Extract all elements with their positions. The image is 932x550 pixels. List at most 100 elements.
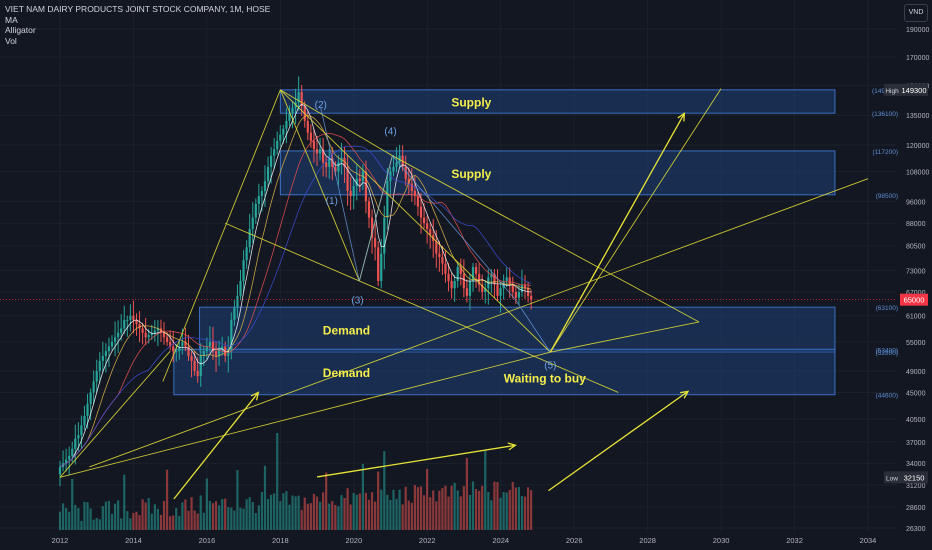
volume-bar (300, 509, 303, 530)
candle-body (86, 403, 89, 416)
volume-bar (83, 501, 86, 530)
marker-value: 149300 (901, 86, 926, 95)
candle-body (172, 346, 175, 352)
volume-bar (413, 485, 416, 530)
candle-body (153, 330, 156, 333)
candle-body (426, 223, 429, 230)
indicator-vol[interactable]: Vol (5, 35, 17, 46)
candle-body (318, 149, 322, 154)
volume-bar (484, 450, 487, 530)
volume-bar (517, 486, 521, 530)
volume-bar (175, 508, 178, 530)
volume-bar (447, 496, 450, 530)
x-tick-label: 2018 (272, 536, 289, 545)
candle-body (312, 140, 316, 150)
candle-body (269, 155, 273, 167)
volume-bar (276, 433, 279, 530)
candle-body (135, 319, 138, 325)
volume-bar (126, 511, 129, 530)
volume-bar (165, 469, 169, 530)
volume-bar (499, 497, 502, 530)
candle-body (227, 351, 230, 356)
trend-line (550, 321, 700, 353)
candle-body (141, 328, 144, 333)
x-tick-label: 2024 (492, 536, 509, 545)
volume-bar (113, 503, 117, 530)
x-tick-label: 2022 (419, 536, 436, 545)
candle-body (126, 319, 129, 321)
trend-lines (59, 88, 869, 500)
candle-body (214, 351, 218, 356)
candle-body (74, 438, 77, 449)
volume-bar (505, 492, 508, 530)
volume-bar (95, 517, 98, 530)
candle-body (242, 260, 245, 281)
y-tick-label: 55000 (906, 340, 926, 347)
volume-bar (190, 497, 193, 530)
candle-body (499, 288, 502, 296)
trend-line (59, 351, 551, 478)
volume-bar (478, 490, 481, 530)
volume-bar (230, 507, 233, 530)
candle-body (288, 113, 291, 121)
volume-bar (132, 512, 135, 530)
zone-demand (173, 348, 836, 396)
candle-body (493, 273, 496, 285)
volume-bar (199, 495, 202, 530)
candle-body (349, 190, 352, 197)
volume-bar (303, 497, 306, 530)
x-tick-label: 2026 (566, 536, 583, 545)
x-tick-label: 2030 (713, 536, 730, 545)
trend-line (279, 89, 360, 282)
candle-body (343, 157, 346, 167)
y-tick-label: 28600 (906, 505, 926, 512)
volume-bar (340, 495, 343, 530)
elliott-wave-path (320, 107, 551, 353)
candle-body (511, 284, 514, 293)
candle-body (514, 292, 517, 298)
volume-bar (312, 493, 316, 530)
volume-bar (523, 496, 527, 530)
x-tick-label: 2016 (199, 536, 216, 545)
volume-bar (346, 488, 349, 530)
candle-body (490, 273, 493, 278)
candle-body (438, 253, 441, 257)
volume-bar (367, 499, 371, 530)
candle-body (435, 241, 438, 254)
volume-bar (227, 507, 230, 530)
volume-bar (487, 491, 490, 530)
indicator-alligator[interactable]: Alligator (5, 25, 36, 35)
volume-bar (306, 503, 309, 530)
candle-body (162, 332, 166, 338)
volume-bar (263, 465, 267, 530)
candle-body (383, 217, 386, 254)
candle-body (364, 171, 368, 202)
volume-bar (120, 518, 123, 530)
arrow-head (680, 390, 690, 399)
indicator-ma[interactable]: MA (5, 14, 18, 25)
symbol-title[interactable]: VIET NAM DAIRY PRODUCTS JOINT STOCK COMP… (5, 4, 271, 14)
volume-bar (395, 498, 398, 530)
currency-button[interactable]: VND (904, 4, 928, 22)
candle-body (471, 266, 475, 281)
wave-label: (5) (544, 360, 556, 371)
zone-demand (199, 306, 836, 353)
volume-bar (245, 499, 248, 530)
volume-bar (193, 510, 196, 530)
candle-body (239, 280, 242, 296)
volume-bar (471, 481, 475, 530)
volume-bar (325, 472, 328, 530)
volume-bar (438, 490, 441, 530)
wave-label: (1) (326, 196, 338, 207)
candle-body (138, 324, 141, 329)
candle-body (101, 355, 104, 361)
candle-body (300, 92, 303, 107)
y-tick-label: 26300 (906, 526, 926, 533)
volume-bar (459, 496, 462, 530)
volume-bar (58, 511, 62, 530)
volume-bar (65, 507, 68, 530)
chart-legend: VIET NAM DAIRY PRODUCTS JOINT STOCK COMP… (5, 4, 270, 46)
volume-bar (217, 505, 221, 530)
volume-bar (260, 492, 264, 530)
